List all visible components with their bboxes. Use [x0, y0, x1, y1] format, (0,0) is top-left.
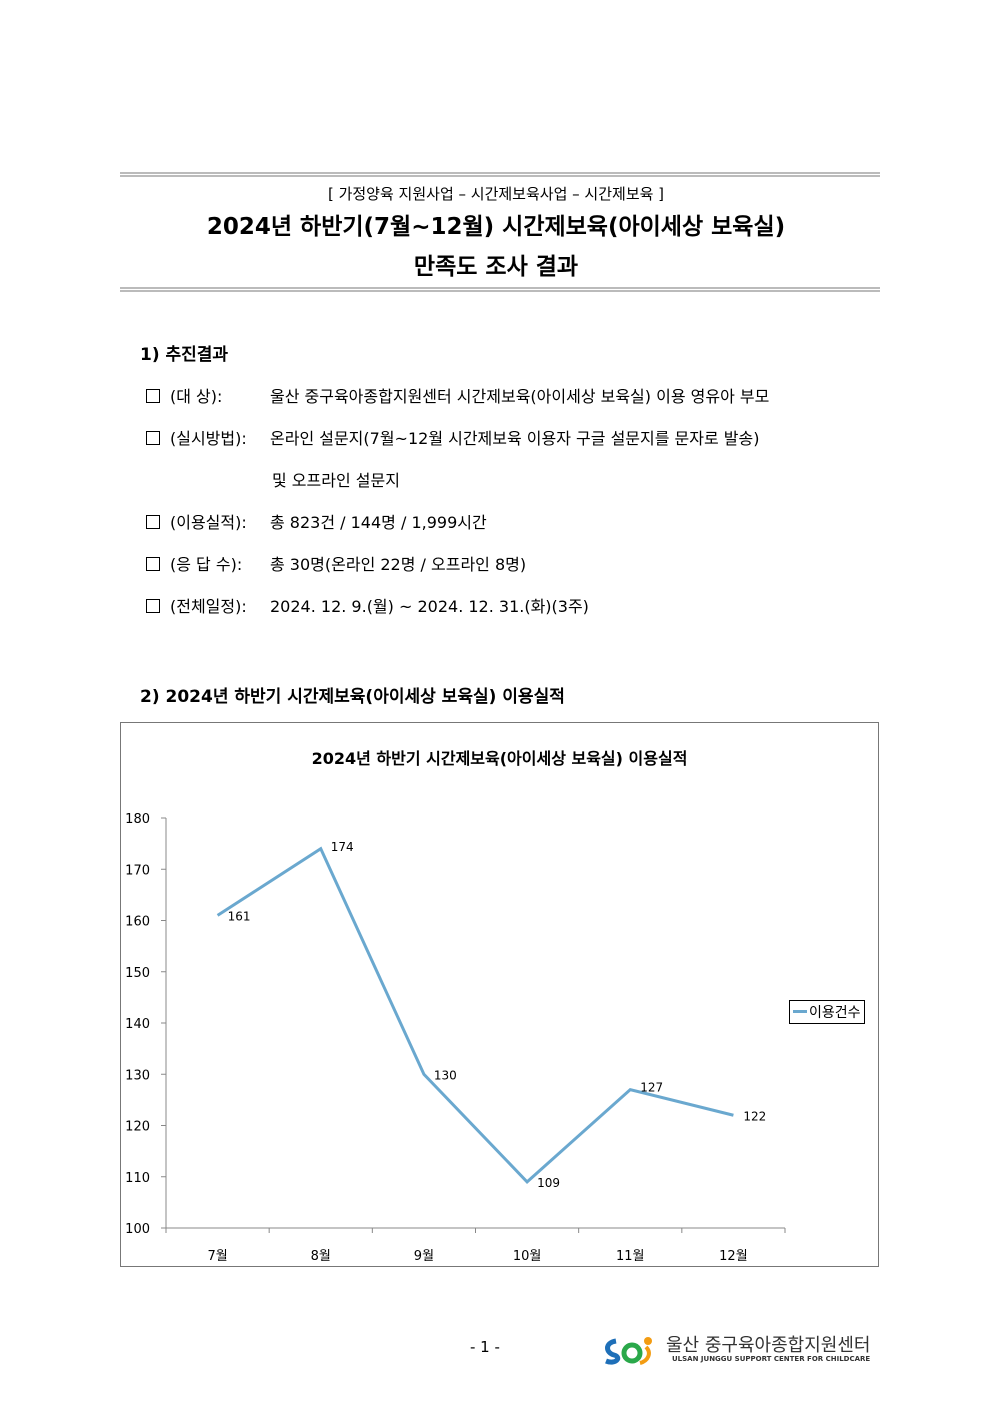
bottom-rule — [120, 287, 880, 292]
data-label: 122 — [743, 1109, 766, 1123]
x-tick-label: 12월 — [719, 1249, 748, 1264]
data-label: 130 — [434, 1068, 457, 1082]
x-tick-label: 9월 — [414, 1249, 434, 1264]
chart-plot: 100 110 120 130 140 150 160 170 180 7월 8월 9월 10월 11월 1… — [125, 812, 786, 1264]
top-rule — [120, 172, 880, 177]
checkbox-icon — [146, 557, 160, 571]
result-item: (대 상): 울산 중구육아종합지원센터 시간제보육(아이세상 보육실) 이용 영… — [146, 383, 769, 407]
y-tick-label: 150 — [125, 966, 150, 981]
title-line2: 만족도 조사 결과 — [413, 254, 579, 280]
y-tick-label: 120 — [125, 1120, 150, 1135]
y-tick-label: 100 — [125, 1222, 150, 1237]
y-tick-label: 130 — [125, 1068, 150, 1083]
item-value: 온라인 설문지(7월~12월 시간제보육 이용자 구글 설문지를 문자로 발송) — [270, 429, 760, 448]
legend: 이용건수 — [789, 1000, 865, 1024]
y-tick-label: 170 — [125, 863, 150, 878]
item-value: 총 823건 / 144명 / 1,999시간 — [270, 513, 487, 532]
y-tick-label: 180 — [125, 812, 150, 827]
title-line1: 2024년 하반기(7월~12월) 시간제보육(아이세상 보육실) — [206, 214, 786, 240]
line-chart: 2024년 하반기 시간제보육(아이세상 보육실) 이용실적 100 110 120… — [120, 722, 879, 1267]
result-item: (전체일정): 2024. 12. 9.(월) ~ 2024. 12. 31.(화… — [146, 593, 589, 617]
item-value: 울산 중구육아종합지원센터 시간제보육(아이세상 보육실) 이용 영유아 부모 — [270, 387, 770, 406]
series-line — [216, 846, 734, 1184]
item-label: (실시방법): — [170, 429, 247, 448]
checkbox-icon — [146, 515, 160, 529]
x-tick-label: 8월 — [311, 1249, 331, 1264]
item-value: 2024. 12. 9.(월) ~ 2024. 12. 31.(화)(3주) — [270, 597, 589, 616]
section1-heading: 1) 추진결과 — [140, 345, 229, 365]
checkbox-icon — [146, 389, 160, 403]
subtitle: [ 가정양육 지원사업 – 시간제보육사업 – 시간제보육 ] — [327, 185, 665, 203]
result-item: 및 오프라인 설문지 — [272, 467, 400, 491]
data-label: 161 — [228, 909, 251, 923]
result-item: (실시방법): 온라인 설문지(7월~12월 시간제보육 이용자 구글 설문지를 … — [146, 425, 759, 449]
x-tick-label: 11월 — [616, 1249, 645, 1264]
checkbox-icon — [146, 431, 160, 445]
center-logo: 울산 중구육아종합지원센터 ULSAN JUNGGU SUPPORT CENTE… — [602, 1333, 872, 1368]
chart-title: 2024년 하반기 시간제보육(아이세상 보육실) 이용실적 — [311, 749, 688, 768]
legend-swatch — [793, 1010, 807, 1013]
item-label: (응 답 수): — [170, 555, 243, 574]
checkbox-icon — [146, 599, 160, 613]
data-label: 174 — [331, 840, 354, 854]
item-value: 및 오프라인 설문지 — [272, 471, 400, 490]
x-tick-label: 7월 — [207, 1249, 227, 1264]
section2-heading: 2) 2024년 하반기 시간제보육(아이세상 보육실) 이용실적 — [140, 687, 565, 707]
item-label: (이용실적): — [170, 513, 247, 532]
logo-text-ko: 울산 중구육아종합지원센터 — [666, 1335, 871, 1356]
result-item: (응 답 수): 총 30명(온라인 22명 / 오프라인 8명) — [146, 551, 526, 575]
logo-text-en: ULSAN JUNGGU SUPPORT CENTER FOR CHILDCAR… — [672, 1355, 871, 1363]
item-label: (대 상): — [170, 387, 223, 406]
data-label: 127 — [640, 1081, 663, 1095]
logo-icon — [605, 1337, 652, 1365]
item-value: 총 30명(온라인 22명 / 오프라인 8명) — [270, 555, 527, 574]
item-label: (전체일정): — [170, 597, 247, 616]
data-label: 109 — [537, 1176, 560, 1190]
x-tick-label: 10월 — [513, 1249, 542, 1264]
page-number: - 1 - — [470, 1338, 500, 1356]
y-tick-label: 160 — [125, 915, 150, 930]
legend-label: 이용건수 — [809, 1005, 861, 1021]
result-item: (이용실적): 총 823건 / 144명 / 1,999시간 — [146, 509, 487, 533]
y-tick-label: 140 — [125, 1017, 150, 1032]
y-tick-label: 110 — [125, 1171, 150, 1186]
